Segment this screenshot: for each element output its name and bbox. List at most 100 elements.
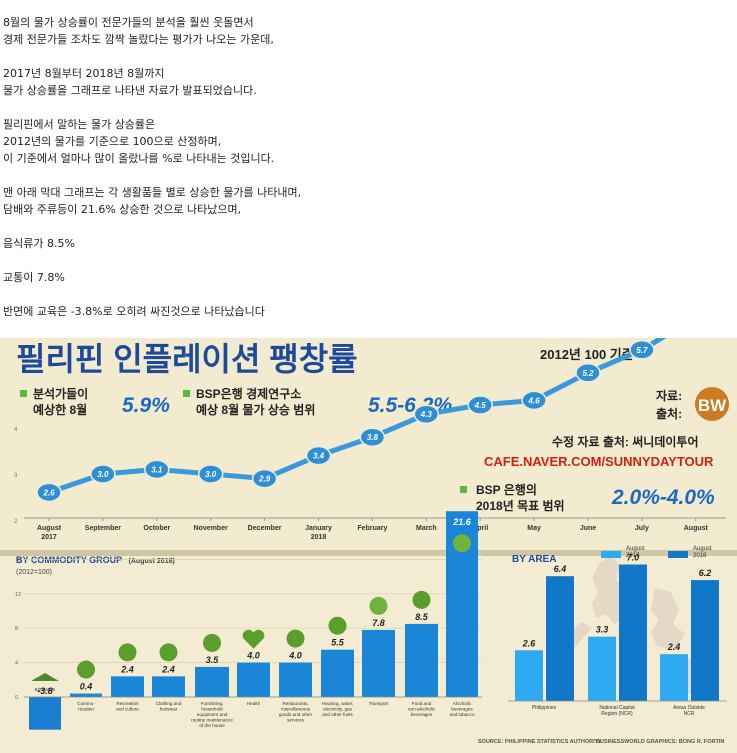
area-category-label: NCR [684, 711, 695, 717]
point-value-label: 2.6 [42, 488, 55, 497]
line-point [144, 459, 170, 480]
commodity-category-label: nication [78, 707, 94, 712]
point-value-label: 2.9 [258, 475, 271, 484]
y-tick-label: 4 [14, 427, 18, 433]
commodity-icon [328, 616, 347, 635]
commodity-heading-note: (August 2018) [129, 558, 175, 565]
commodity-category-label: Furnishing, [201, 701, 224, 706]
area-value-label: 7.0 [627, 553, 640, 563]
panel-divider [0, 550, 737, 556]
commodity-category-label: miscellaneous [281, 707, 311, 712]
commodity-category-label: Alcoholic [453, 701, 472, 706]
line-point [413, 404, 440, 424]
commodity-icon [77, 660, 95, 679]
commodity-category-label: Education [35, 687, 56, 692]
point-value-label: 4.6 [528, 396, 541, 405]
commodity-value-label: 21.6 [452, 517, 472, 527]
x-tick-label: April [472, 525, 488, 532]
point-value-label: 5.2 [582, 369, 594, 378]
legend-label-2017: August 2017 [626, 546, 645, 559]
target-label-2: 2018년 목표 범위 [476, 498, 565, 513]
area-bar [588, 636, 616, 701]
article-line: 8월의 물가 상승률이 전문가들의 분석을 훨씬 웃돌면서 [3, 16, 254, 29]
commodity-heading: BY COMMODITY GROUP (August 2018) [16, 555, 175, 565]
commodity-category-label: Housing, water, [322, 701, 354, 706]
area-bar [691, 580, 719, 701]
monthly-inflation-line-chart: 4 3 2 2.6 August 2017 3.0 September 3.1 October 3.… [14, 338, 726, 541]
alcohol-icon [453, 534, 471, 553]
area-bar [515, 650, 543, 701]
commodity-icon [369, 596, 388, 615]
line-point [467, 395, 493, 415]
y-tick-label: 8 [15, 626, 18, 632]
y-tick-label: 16 [15, 557, 21, 563]
source-label: 자료: [656, 388, 682, 403]
point-value-label: 3.0 [205, 470, 217, 479]
article-line: 담배와 주류등이 21.6% 상승한 것으로 나타났으며, [3, 203, 242, 216]
commodity-category-label: and tobacco [449, 712, 474, 717]
commodity-value-label: 7.8 [372, 618, 385, 628]
commodity-category-label: equipment and [197, 712, 228, 717]
analyst-label-2: 예상한 8월 [33, 402, 87, 417]
legend-label-2018: August 2018 [693, 546, 712, 559]
article-text: 8월의 물가 상승률이 전문가들의 분석을 훨씬 웃돌면서 경제 전문가들 조차도… [0, 0, 737, 337]
article-line: 맨 아래 막대 그래프는 각 생활품들 별로 상승한 물가를 나타내며, [3, 186, 302, 199]
y-tick-label: 2 [14, 519, 18, 525]
line-point [359, 427, 386, 447]
y-tick-label: 0 [15, 695, 18, 701]
x-tick-label: July [635, 525, 649, 532]
x-tick-label: May [527, 525, 541, 532]
commodity-category-label: non-alcoholic [408, 707, 436, 712]
area-bar [546, 576, 574, 701]
commodity-bar [111, 676, 144, 697]
line-point [305, 445, 332, 466]
target-value: 2.0%-4.0% [611, 486, 715, 509]
commodity-bar [29, 697, 61, 730]
line-point [251, 468, 278, 489]
commodity-icon [159, 643, 178, 662]
commodity-value-label: 0.4 [80, 682, 93, 692]
commodity-category-label: routine maintenance [191, 718, 233, 723]
y-tick-label: 3 [14, 473, 18, 479]
commodity-bar [362, 629, 395, 697]
education-cap-icon [31, 673, 59, 681]
commodity-heading-text: BY COMMODITY GROUP [16, 555, 122, 565]
commodity-icon [286, 629, 305, 648]
article-line: 2012년의 물가를 기준으로 100으로 산정하며, [3, 135, 222, 148]
commodity-icon [412, 590, 431, 609]
point-value-label: 5.7 [636, 346, 648, 355]
health-heart-icon [242, 629, 265, 649]
commodity-icon [203, 633, 221, 652]
green-bullet [183, 390, 190, 397]
area-category-label: Philippines [532, 705, 557, 711]
y-tick-label: 4 [15, 661, 18, 667]
x-tick-label: June [580, 525, 596, 532]
line-point [629, 340, 655, 360]
line-point [90, 464, 116, 484]
area-value-label: 2.6 [522, 638, 537, 648]
commodity-bar [405, 623, 438, 697]
commodity-category-label: footwear [160, 707, 178, 712]
commodity-category-label: Health [247, 701, 261, 706]
x-tick-year: 2017 [41, 534, 57, 541]
line-point [197, 464, 224, 484]
area-bar [619, 564, 647, 701]
x-tick-label: October [143, 525, 170, 532]
infographic-title: 필리핀 인플레이션 팽창률 [16, 341, 358, 377]
commodity-category-label: electricity, gas [323, 707, 352, 712]
point-value-label: 3.8 [367, 433, 379, 442]
y-tick-label: 12 [15, 592, 21, 598]
commodity-value-label: 5.5 [331, 638, 345, 648]
commodity-category-label: services [287, 718, 305, 723]
x-tick-label: September [85, 525, 121, 532]
point-value-label: 4.3 [420, 410, 433, 419]
area-category-label: Region (NCR) [601, 711, 633, 717]
article-line: 음식류가 8.5% [3, 237, 75, 250]
article-line: 이 기준에서 얼마나 많이 올랐나를 %로 나타내는 것입니다. [3, 152, 275, 165]
commodity-category-label: beverages [411, 712, 433, 717]
line-point [521, 390, 547, 411]
commodity-value-label: 4.0 [246, 651, 260, 661]
source-footer: SOURCE: PHILIPPINE STATISTICS AUTHORITY [478, 739, 602, 745]
commodity-category-label: household [201, 707, 223, 712]
commodity-bar [237, 662, 270, 697]
